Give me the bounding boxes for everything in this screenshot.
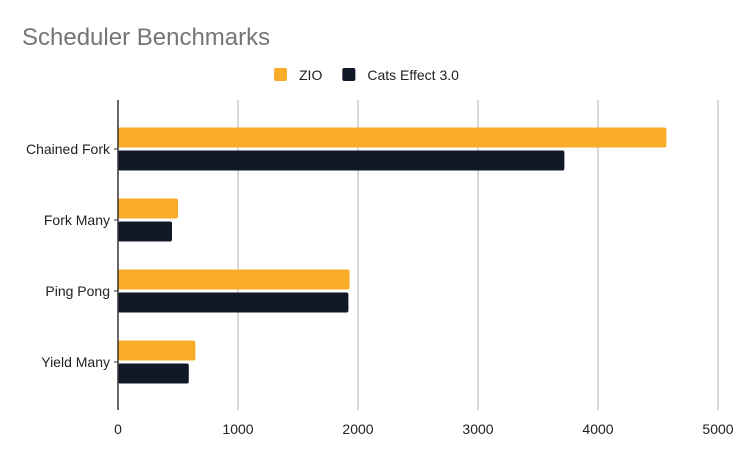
bar-cats-effect-3-0-fork-many	[118, 221, 172, 242]
category-label: Chained Fork	[26, 141, 111, 157]
bar-zio-yield-many	[118, 340, 196, 361]
bar-zio-fork-many	[118, 198, 178, 219]
x-tick-label: 3000	[462, 421, 493, 437]
bar-cats-effect-3-0-ping-pong	[118, 292, 349, 313]
x-tick-label: 2000	[342, 421, 373, 437]
category-label: Ping Pong	[45, 283, 110, 299]
legend-label: Cats Effect 3.0	[367, 67, 459, 83]
x-tick-label: 1000	[222, 421, 253, 437]
x-tick-label: 0	[114, 421, 122, 437]
category-label: Yield Many	[41, 354, 110, 370]
legend-label: ZIO	[299, 67, 322, 83]
chart-title: Scheduler Benchmarks	[22, 24, 271, 51]
category-label: Fork Many	[44, 212, 110, 228]
bar-zio-ping-pong	[118, 269, 350, 290]
bar-cats-effect-3-0-chained-fork	[118, 150, 565, 171]
legend-swatch	[342, 68, 356, 81]
bar-cats-effect-3-0-yield-many	[118, 363, 189, 384]
legend-swatch	[274, 68, 287, 81]
x-tick-label: 5000	[702, 421, 733, 437]
bar-zio-chained-fork	[118, 127, 667, 148]
x-tick-label: 4000	[582, 421, 613, 437]
